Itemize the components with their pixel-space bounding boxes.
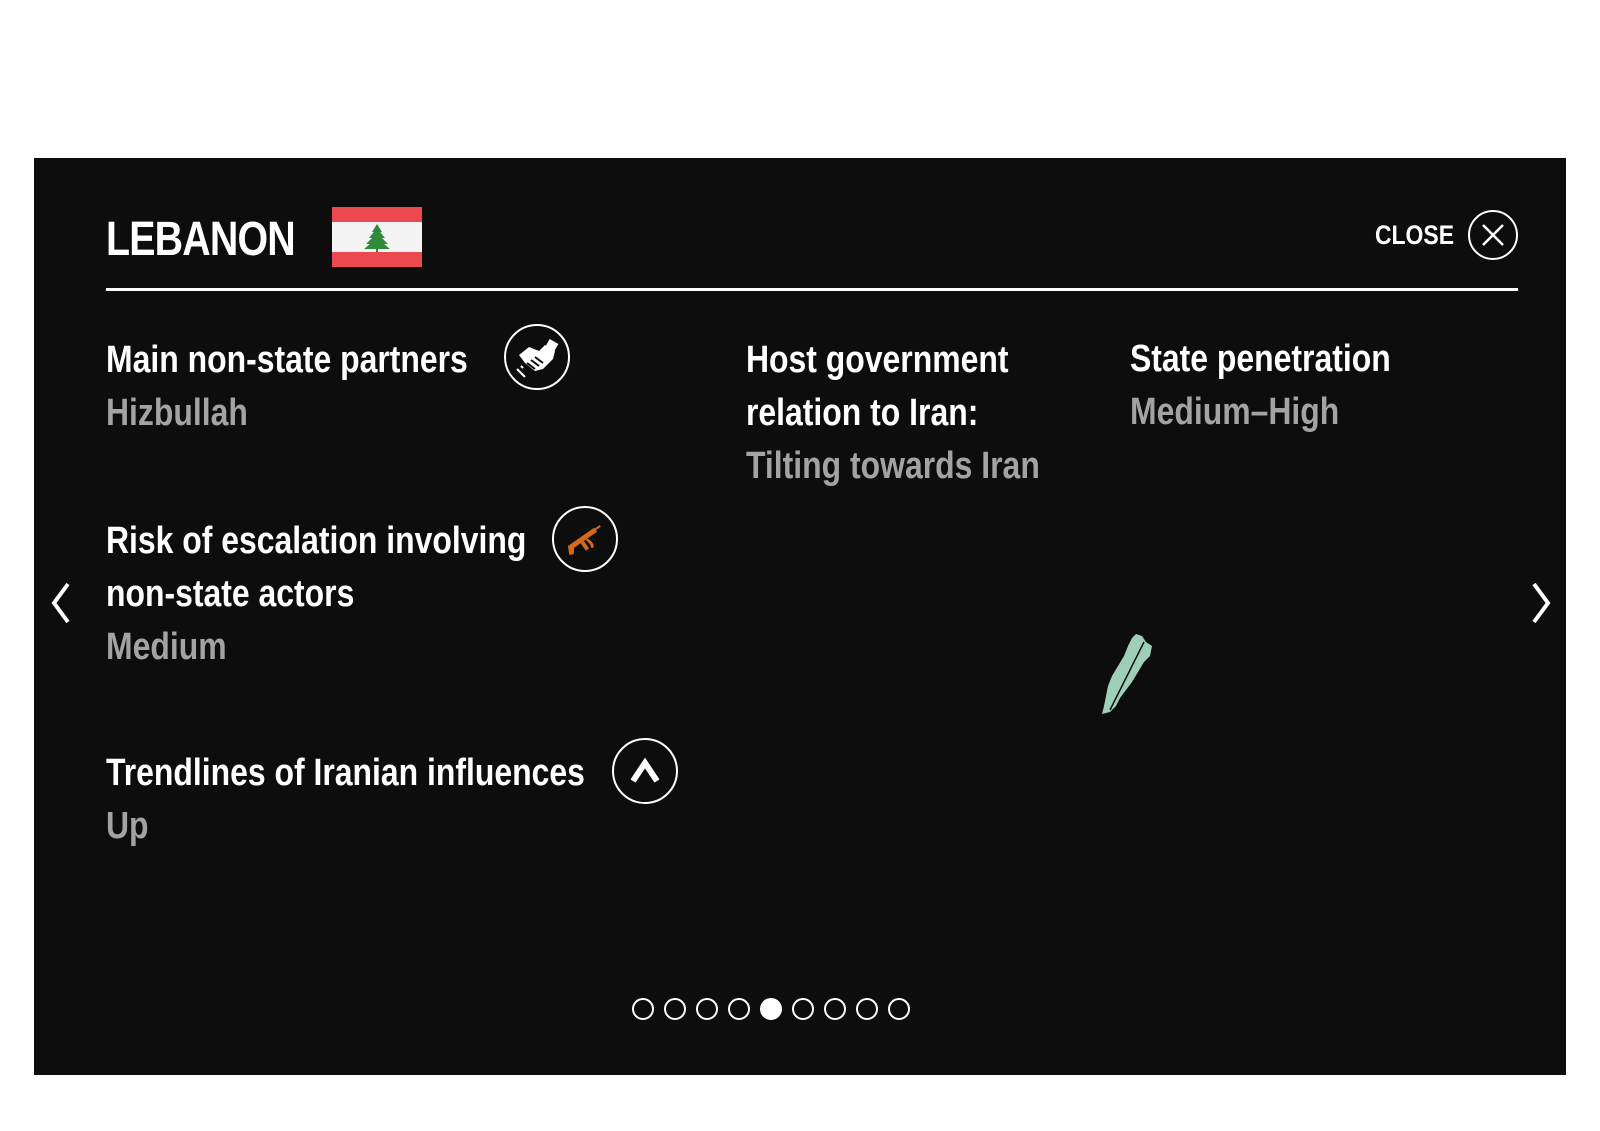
close-icon <box>1468 210 1518 260</box>
host-value: Tilting towards Iran <box>746 445 1040 487</box>
next-arrow-icon[interactable] <box>1526 578 1556 628</box>
page-dot[interactable] <box>792 998 814 1020</box>
penetration-label: State penetration <box>1130 338 1391 380</box>
penetration-value: Medium–High <box>1130 391 1340 433</box>
host-label-line2: relation to Iran: <box>746 392 979 434</box>
trend-value: Up <box>106 805 149 847</box>
close-button[interactable]: CLOSE <box>1361 210 1518 260</box>
escalation-label-line2: non-state actors <box>106 573 355 615</box>
host-label-line1: Host government <box>746 339 1009 381</box>
lebanon-flag-icon <box>332 207 422 267</box>
handshake-icon <box>504 324 570 390</box>
page-dot[interactable] <box>856 998 878 1020</box>
page-dot-active[interactable] <box>760 998 782 1020</box>
trend-label: Trendlines of Iranian influences <box>106 752 585 794</box>
page-dot[interactable] <box>728 998 750 1020</box>
page-dot[interactable] <box>696 998 718 1020</box>
page-dot[interactable] <box>824 998 846 1020</box>
pagination-dots <box>632 998 910 1020</box>
panel-header: LEBANON CLOSE <box>106 198 1518 290</box>
header-divider <box>106 288 1518 291</box>
lebanon-map-icon <box>1102 634 1152 714</box>
arrow-up-icon <box>612 738 678 804</box>
close-label: CLOSE <box>1374 219 1454 250</box>
page-dot[interactable] <box>888 998 910 1020</box>
previous-arrow-icon[interactable] <box>46 578 76 628</box>
country-title: LEBANON <box>106 213 296 266</box>
country-detail-panel: LEBANON CLOSE Main non-state partners Hi… <box>34 158 1566 1075</box>
escalation-label-line1: Risk of escalation involving <box>106 520 527 562</box>
partners-value: Hizbullah <box>106 392 248 434</box>
escalation-value: Medium <box>106 626 227 668</box>
page-dot[interactable] <box>664 998 686 1020</box>
page-dot[interactable] <box>632 998 654 1020</box>
partners-label: Main non-state partners <box>106 339 468 381</box>
rifle-icon <box>552 506 618 572</box>
